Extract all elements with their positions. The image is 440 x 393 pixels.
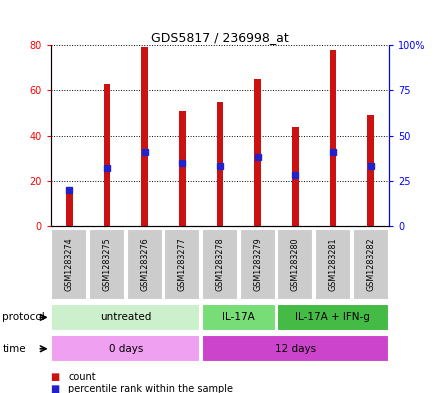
Text: GSM1283274: GSM1283274 xyxy=(65,237,74,291)
Text: percentile rank within the sample: percentile rank within the sample xyxy=(68,384,233,393)
Text: GSM1283282: GSM1283282 xyxy=(366,237,375,291)
Bar xyxy=(367,115,374,226)
Text: IL-17A + IFN-g: IL-17A + IFN-g xyxy=(296,312,370,322)
FancyBboxPatch shape xyxy=(51,304,201,331)
Bar xyxy=(292,127,299,226)
Bar xyxy=(66,192,73,226)
FancyBboxPatch shape xyxy=(164,229,201,300)
Bar xyxy=(104,84,110,226)
FancyBboxPatch shape xyxy=(51,229,88,300)
FancyBboxPatch shape xyxy=(239,229,276,300)
Title: GDS5817 / 236998_at: GDS5817 / 236998_at xyxy=(151,31,289,44)
Text: ■: ■ xyxy=(51,372,60,382)
FancyBboxPatch shape xyxy=(277,304,389,331)
Text: GSM1283275: GSM1283275 xyxy=(103,237,112,291)
Bar xyxy=(179,111,186,226)
Text: count: count xyxy=(68,372,96,382)
Text: IL-17A: IL-17A xyxy=(223,312,255,322)
Text: untreated: untreated xyxy=(100,312,151,322)
FancyBboxPatch shape xyxy=(202,229,238,300)
FancyBboxPatch shape xyxy=(202,335,389,362)
Text: protocol: protocol xyxy=(2,312,45,322)
Text: GSM1283281: GSM1283281 xyxy=(328,237,337,291)
Bar xyxy=(254,79,261,226)
Text: GSM1283277: GSM1283277 xyxy=(178,237,187,291)
Text: GSM1283276: GSM1283276 xyxy=(140,237,149,291)
Text: 12 days: 12 days xyxy=(275,344,316,354)
FancyBboxPatch shape xyxy=(202,304,276,331)
FancyBboxPatch shape xyxy=(277,229,313,300)
Text: GSM1283278: GSM1283278 xyxy=(216,237,224,291)
FancyBboxPatch shape xyxy=(127,229,163,300)
Text: GSM1283279: GSM1283279 xyxy=(253,237,262,291)
Text: ■: ■ xyxy=(51,384,60,393)
FancyBboxPatch shape xyxy=(315,229,351,300)
Text: GSM1283280: GSM1283280 xyxy=(291,237,300,291)
FancyBboxPatch shape xyxy=(51,335,201,362)
Bar xyxy=(216,102,224,226)
Bar xyxy=(141,48,148,226)
FancyBboxPatch shape xyxy=(89,229,125,300)
Bar xyxy=(330,50,336,226)
FancyBboxPatch shape xyxy=(352,229,389,300)
Text: time: time xyxy=(2,344,26,354)
Text: 0 days: 0 days xyxy=(109,344,143,354)
